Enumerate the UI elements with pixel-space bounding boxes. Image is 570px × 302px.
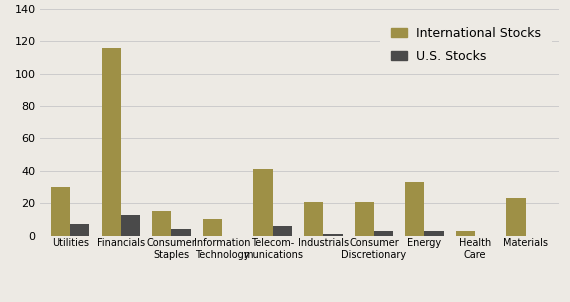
Bar [101, 48, 121, 236]
Bar [374, 231, 393, 236]
Bar [355, 202, 374, 236]
Bar [304, 202, 323, 236]
Bar [152, 211, 172, 236]
Bar [51, 187, 70, 236]
Bar [272, 226, 292, 236]
Bar [507, 198, 526, 236]
Bar [172, 229, 191, 236]
Bar [203, 219, 222, 236]
Bar [323, 234, 343, 236]
Bar [254, 169, 272, 236]
Bar [425, 231, 443, 236]
Bar [456, 231, 475, 236]
Bar [121, 214, 140, 236]
Legend: International Stocks, U.S. Stocks: International Stocks, U.S. Stocks [380, 15, 552, 74]
Bar [70, 224, 89, 236]
Bar [405, 182, 425, 236]
